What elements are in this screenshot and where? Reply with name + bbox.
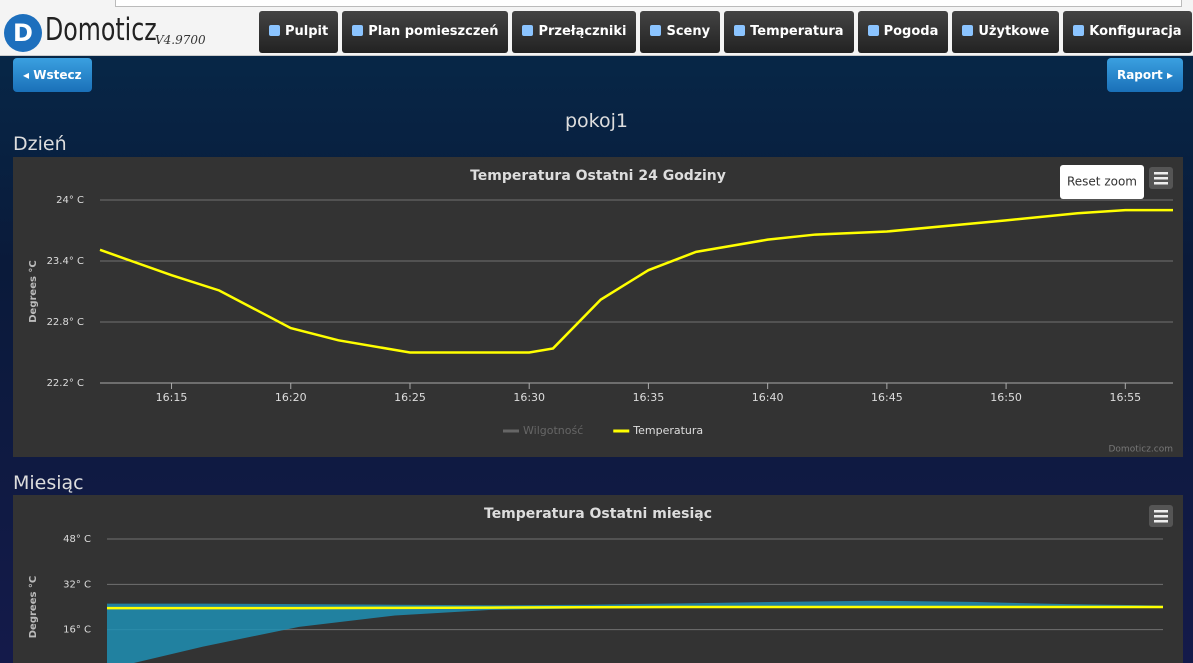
chart-background bbox=[13, 157, 1183, 457]
x-tick-label: 16:20 bbox=[275, 391, 307, 404]
icon bbox=[962, 25, 974, 36]
version: V4.9700 bbox=[155, 33, 206, 47]
icon bbox=[650, 25, 662, 36]
y-tick-label: 22.2° C bbox=[47, 378, 84, 389]
month-chart: Temperatura Ostatni miesiąc 48° C 32° C 16°… bbox=[13, 495, 1183, 663]
y-tick-label: 24° C bbox=[56, 195, 84, 206]
x-tick-label: 16:45 bbox=[871, 391, 903, 404]
icon bbox=[269, 25, 280, 36]
nav-item[interactable]: Przełączniki bbox=[512, 11, 637, 53]
x-tick-label: 16:50 bbox=[990, 391, 1022, 404]
x-tick-label: 16:30 bbox=[513, 391, 545, 404]
logo: Domoticz bbox=[45, 12, 157, 48]
icon bbox=[522, 25, 534, 36]
temperature-line bbox=[99, 208, 1173, 354]
y-tick-label: 23.4° C bbox=[47, 256, 84, 267]
label: Przełączniki bbox=[538, 24, 627, 39]
y-axis-label: Degrees °C bbox=[28, 260, 39, 323]
x-tick-label: 16:35 bbox=[633, 391, 665, 404]
menu-icon-bar bbox=[1154, 172, 1168, 175]
logo-icon: D bbox=[4, 14, 42, 52]
menu-icon-bar bbox=[1154, 515, 1168, 518]
address-bar bbox=[115, 0, 1182, 7]
back-button[interactable]: ◂ Wstecz bbox=[13, 58, 92, 92]
nav-item[interactable]: Użytkowe bbox=[952, 11, 1060, 53]
device-name: pokoj1 bbox=[564, 110, 628, 132]
menu-icon-bar bbox=[1154, 177, 1168, 180]
nav-item[interactable]: Konfiguracja bbox=[1063, 11, 1192, 53]
x-tick-label: 16:55 bbox=[1109, 391, 1141, 404]
section-heading: Dzień bbox=[13, 133, 67, 155]
day-chart: Temperatura Ostatni 24 Godziny 24° C 23.4°… bbox=[13, 157, 1183, 457]
credit: Domoticz.com bbox=[1109, 445, 1174, 455]
menu-icon-bar bbox=[1154, 182, 1168, 185]
icon bbox=[352, 25, 364, 36]
chart-title: Temperatura Ostatni miesiąc bbox=[484, 506, 712, 522]
label: Raport bbox=[1116, 68, 1163, 82]
nav-item[interactable]: Pulpit bbox=[259, 11, 339, 53]
menu-icon-bar bbox=[1154, 520, 1168, 523]
y-axis-label: Degrees °C bbox=[28, 576, 39, 639]
legend-label[interactable]: Wilgotność bbox=[523, 424, 583, 437]
label: Wstecz bbox=[33, 68, 82, 82]
nav-item[interactable]: Pogoda bbox=[857, 11, 949, 53]
x-tick-label: 16:15 bbox=[156, 391, 188, 404]
report-button[interactable]: Raport ▸ bbox=[1106, 58, 1183, 92]
nav-item[interactable]: Temperatura bbox=[724, 11, 854, 53]
label: Sceny bbox=[666, 24, 711, 39]
reset-zoom-button[interactable] bbox=[1060, 165, 1144, 199]
nav: Pulpit Plan pomieszczeń Przełączniki Sceny T… bbox=[259, 11, 1192, 53]
y-tick-label: 48° C bbox=[63, 534, 91, 545]
label: Pogoda bbox=[883, 24, 939, 39]
icon bbox=[867, 25, 879, 36]
range-area bbox=[107, 600, 1163, 663]
y-tick-label: 22.8° C bbox=[47, 317, 84, 328]
temperature-line bbox=[107, 605, 1163, 610]
y-tick-label: 16° C bbox=[63, 625, 91, 636]
label: Użytkowe bbox=[978, 24, 1050, 39]
label: Plan pomieszczeń bbox=[368, 24, 499, 39]
label: Pulpit bbox=[285, 24, 329, 39]
legend-label[interactable]: Temperatura bbox=[632, 424, 703, 437]
nav-item[interactable]: Plan pomieszczeń bbox=[342, 11, 509, 53]
nav-item[interactable]: Sceny bbox=[640, 11, 721, 53]
y-tick-label: 32° C bbox=[63, 579, 91, 590]
chart-title: Temperatura Ostatni 24 Godziny bbox=[470, 168, 726, 184]
menu-icon-bar bbox=[1154, 510, 1168, 513]
icon bbox=[1073, 25, 1085, 36]
icon bbox=[734, 25, 746, 36]
navbar: D Domoticz V4.9700 Pulpit Plan pomieszcze… bbox=[0, 0, 1193, 56]
x-tick-label: 16:40 bbox=[752, 391, 784, 404]
x-tick-label: 16:25 bbox=[394, 391, 426, 404]
reset-zoom-label: Reset zoom bbox=[1067, 175, 1137, 189]
label: Konfiguracja bbox=[1089, 24, 1182, 39]
section-heading: Miesiąc bbox=[13, 472, 84, 494]
label: Temperatura bbox=[750, 24, 844, 39]
